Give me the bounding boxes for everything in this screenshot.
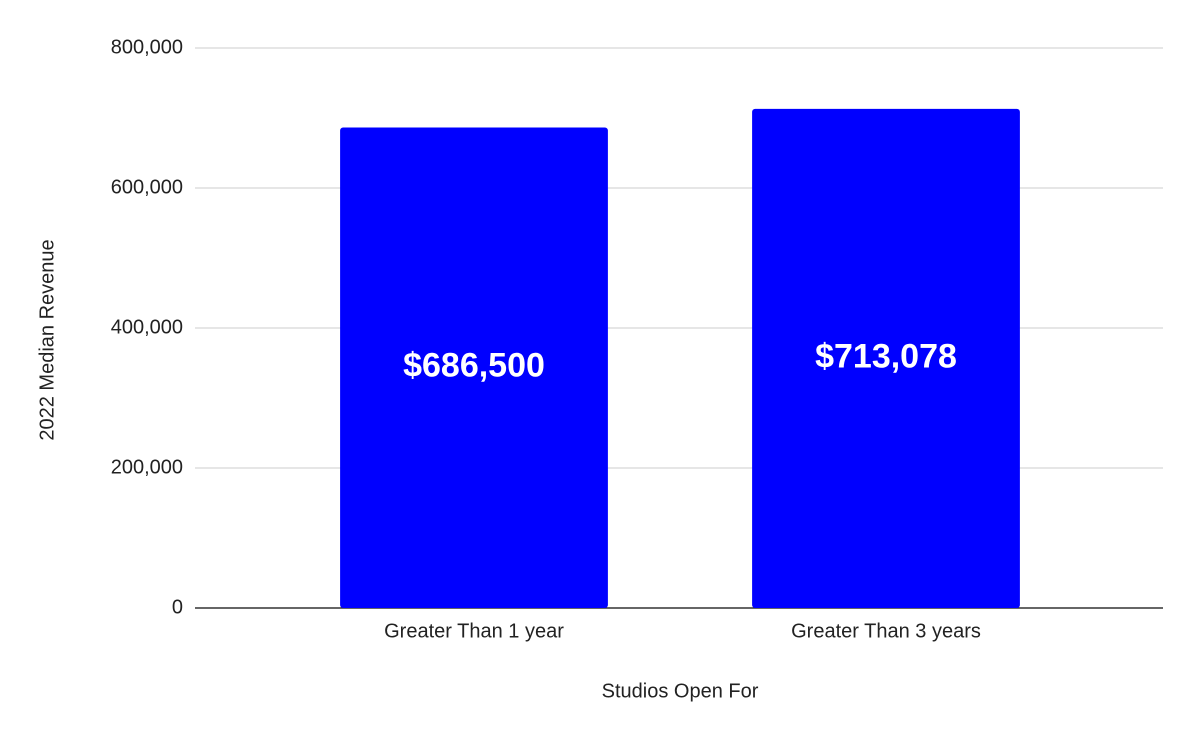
value-label: $686,500 — [403, 347, 545, 385]
y-tick-label: 800,000 — [111, 36, 183, 58]
value-label: $713,078 — [815, 337, 957, 375]
y-tick-label: 0 — [172, 596, 183, 618]
y-axis-title: 2022 Median Revenue — [36, 239, 58, 440]
y-tick-label: 400,000 — [111, 316, 183, 338]
x-tick-label: Greater Than 3 years — [791, 620, 981, 642]
bar — [752, 108, 1020, 608]
y-tick-label: 200,000 — [111, 456, 183, 478]
x-tick-label: Greater Than 1 year — [384, 620, 564, 642]
y-tick-label: 600,000 — [111, 176, 183, 198]
x-axis-title: Studios Open For — [602, 680, 759, 702]
bar — [340, 127, 608, 608]
